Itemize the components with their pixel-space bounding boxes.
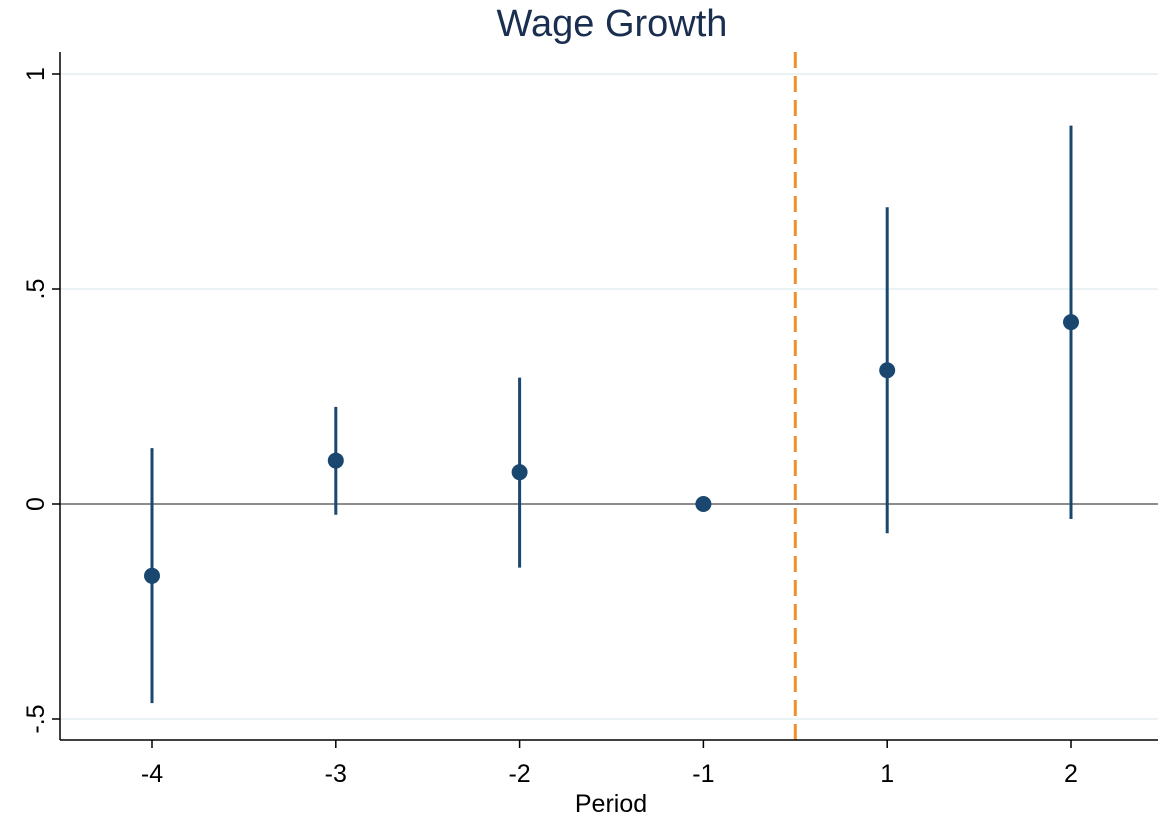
x-tick-label: -4 bbox=[141, 760, 163, 788]
point-estimate-period--2 bbox=[511, 464, 528, 481]
chart-title: Wage Growth bbox=[497, 3, 728, 45]
y-tick-label: -.5 bbox=[22, 704, 50, 733]
data-layer bbox=[144, 125, 1079, 704]
x-tick-label: 2 bbox=[1064, 760, 1078, 788]
x-tick-label: -2 bbox=[508, 760, 530, 788]
y-tick-label: .5 bbox=[22, 279, 50, 300]
x-tick-label: -3 bbox=[325, 760, 347, 788]
reference-layer bbox=[60, 52, 1158, 740]
point-estimate-period--4 bbox=[144, 567, 160, 584]
y-tick-label: 0 bbox=[22, 497, 50, 511]
x-axis-title: Period bbox=[575, 790, 647, 818]
point-estimate-period-1 bbox=[879, 362, 896, 379]
point-estimate-period--1 bbox=[695, 496, 712, 512]
x-tick-label: 1 bbox=[880, 760, 894, 788]
point-estimate-period-2 bbox=[1063, 314, 1079, 331]
y-tick-label: 1 bbox=[22, 67, 50, 81]
grid-layer bbox=[60, 73, 1158, 720]
axis-layer: -.5 0 .5 1 -4 -3 -2 -1 1 2 bbox=[22, 52, 1158, 788]
x-tick-label: -1 bbox=[692, 760, 714, 788]
point-estimate-period--3 bbox=[327, 452, 344, 469]
